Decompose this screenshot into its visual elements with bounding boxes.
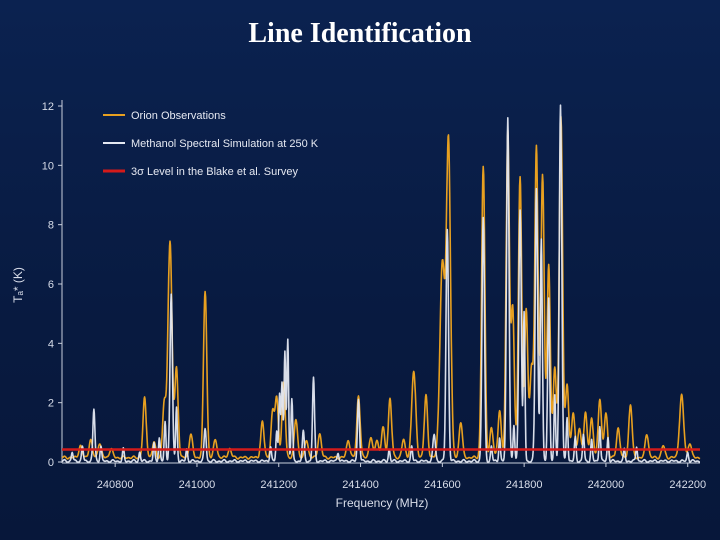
x-tick-label: 241800 [506, 479, 543, 491]
y-tick-label: 2 [48, 398, 54, 410]
x-tick-label: 241200 [260, 479, 297, 491]
y-tick-label: 6 [48, 279, 54, 291]
slide-title: Line Identification [248, 18, 472, 49]
series-layer [61, 104, 701, 463]
legend-label-threshold: 3σ Level in the Blake et al. Survey [131, 166, 298, 178]
series-orion-observations [61, 115, 701, 460]
x-tick-label: 242200 [669, 479, 706, 491]
legend-label-orion: Orion Observations [131, 110, 226, 122]
y-axis: 0 2 4 6 8 10 12 [42, 101, 62, 469]
legend-label-simulation: Methanol Spectral Simulation at 250 K [131, 138, 319, 150]
x-tick-label: 240800 [97, 479, 134, 491]
x-axis: 240800 241000 241200 241400 241600 241800 2420… [97, 463, 706, 491]
y-tick-label: 0 [48, 457, 54, 469]
plot-frame [61, 100, 700, 464]
series-methanol-simulation [61, 104, 701, 463]
x-tick-label: 242000 [588, 479, 625, 491]
x-tick-label: 241000 [179, 479, 216, 491]
x-tick-label: 241600 [424, 479, 461, 491]
y-axis-label: Tₐ* (K) [11, 267, 25, 303]
y-tick-label: 4 [48, 338, 54, 350]
y-tick-label: 10 [42, 160, 54, 172]
y-tick-label: 8 [48, 220, 54, 232]
x-tick-label: 241400 [342, 479, 379, 491]
x-axis-label: Frequency (MHz) [336, 496, 429, 510]
legend: Orion Observations Methanol Spectral Sim… [103, 110, 319, 178]
y-tick-label: 12 [42, 101, 54, 113]
